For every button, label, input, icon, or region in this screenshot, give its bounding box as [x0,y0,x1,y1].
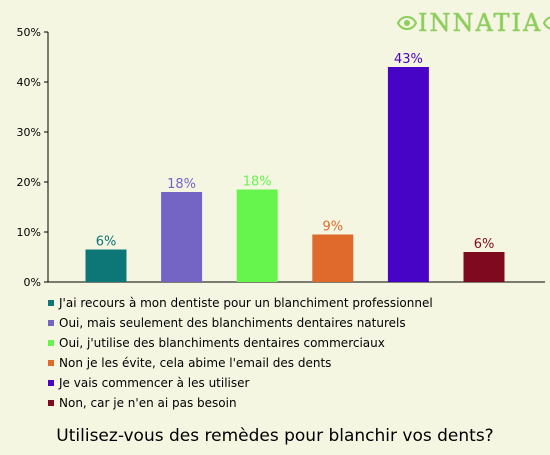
bar-chart: 0% 10% 20% 30% 40% 50% 6% 18% 18% 9% 43% 6% [17,26,545,289]
data-label: 9% [322,220,343,235]
legend-swatch [48,400,54,406]
y-tick-label: 50% [17,26,41,39]
legend-swatch [48,340,54,346]
leaf-icon [396,16,418,30]
survey-question: Utilisez-vous des remèdes pour blanchir … [56,426,494,446]
y-tick-label: 0% [24,276,41,289]
legend-item: Oui, j'utilise des blanchiments dentaire… [48,333,433,353]
bar [463,252,505,282]
leaf-icon-right [543,16,550,30]
data-label: 18% [167,177,196,192]
legend-item: Je vais commencer à les utiliser [48,373,433,393]
legend-label: Non je les évite, cela abime l'email des… [59,356,332,370]
data-label: 6% [96,235,117,250]
legend-item: Oui, mais seulement des blanchiments den… [48,313,433,333]
legend-label: Oui, j'utilise des blanchiments dentaire… [59,336,385,350]
legend-swatch [48,300,54,306]
y-tick-label: 40% [17,76,41,89]
data-label: 18% [243,175,272,190]
bar [236,189,278,282]
legend: J'ai recours à mon dentiste pour un blan… [48,293,433,413]
bar [85,249,127,282]
y-tick-label: 30% [17,126,41,139]
y-tick-label: 10% [17,226,41,239]
bars [85,67,505,282]
logo-text: INNATIA [418,9,543,37]
legend-swatch [48,380,54,386]
legend-label: J'ai recours à mon dentiste pour un blan… [59,296,433,310]
legend-swatch [48,320,54,326]
legend-item: Non, car je n'en ai pas besoin [48,393,433,413]
data-label: 43% [394,52,423,67]
legend-label: Oui, mais seulement des blanchiments den… [59,316,406,330]
innatia-logo: INNATIA [396,6,550,40]
legend-swatch [48,360,54,366]
legend-label: Je vais commencer à les utiliser [59,376,250,390]
bar [312,234,354,282]
legend-item: J'ai recours à mon dentiste pour un blan… [48,293,433,313]
bar [161,192,203,282]
y-axis: 0% 10% 20% 30% 40% 50% [17,26,545,289]
y-tick-label: 20% [17,176,41,189]
legend-item: Non je les évite, cela abime l'email des… [48,353,433,373]
legend-label: Non, car je n'en ai pas besoin [59,396,237,410]
data-labels: 6% 18% 18% 9% 43% 6% [96,52,495,252]
data-label: 6% [474,237,495,252]
bar [387,67,429,282]
